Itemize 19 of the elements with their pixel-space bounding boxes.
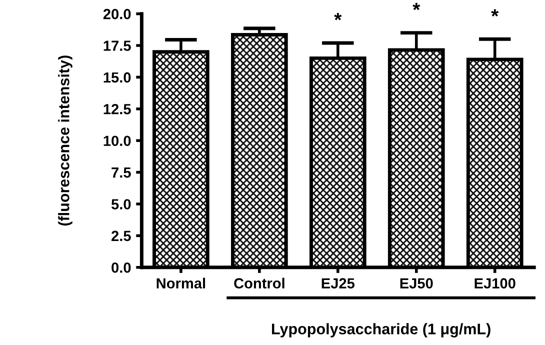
y-tick-label: 20.0	[103, 8, 131, 20]
y-tick-label: 10.0	[104, 136, 131, 146]
x-tick-label: EJ25	[322, 278, 355, 289]
y-tick-label: 7.5	[112, 168, 131, 178]
x-tick-label: EJ100	[474, 278, 516, 289]
y-tick-label: 0.0	[112, 262, 131, 273]
text: Lypopolysaccharide (1 μg/mL)	[272, 323, 490, 338]
x-tick-label: EJ50	[400, 278, 433, 289]
annotation: *	[491, 9, 499, 16]
annotation: *	[334, 13, 342, 20]
y-tick-label: 15.0	[104, 72, 131, 83]
x-tick-label: Control	[234, 278, 284, 289]
y-tick-label: 5.0	[111, 199, 131, 210]
x-tick-label: Normal	[156, 278, 206, 289]
y-tick-label: 17.5	[104, 40, 131, 51]
y-axis-title: (fluorescence intensity)	[58, 56, 72, 226]
annotation: *	[412, 2, 420, 10]
y-tick-label: 12.5	[104, 104, 131, 114]
y-tick-label: 2.5	[112, 230, 131, 242]
